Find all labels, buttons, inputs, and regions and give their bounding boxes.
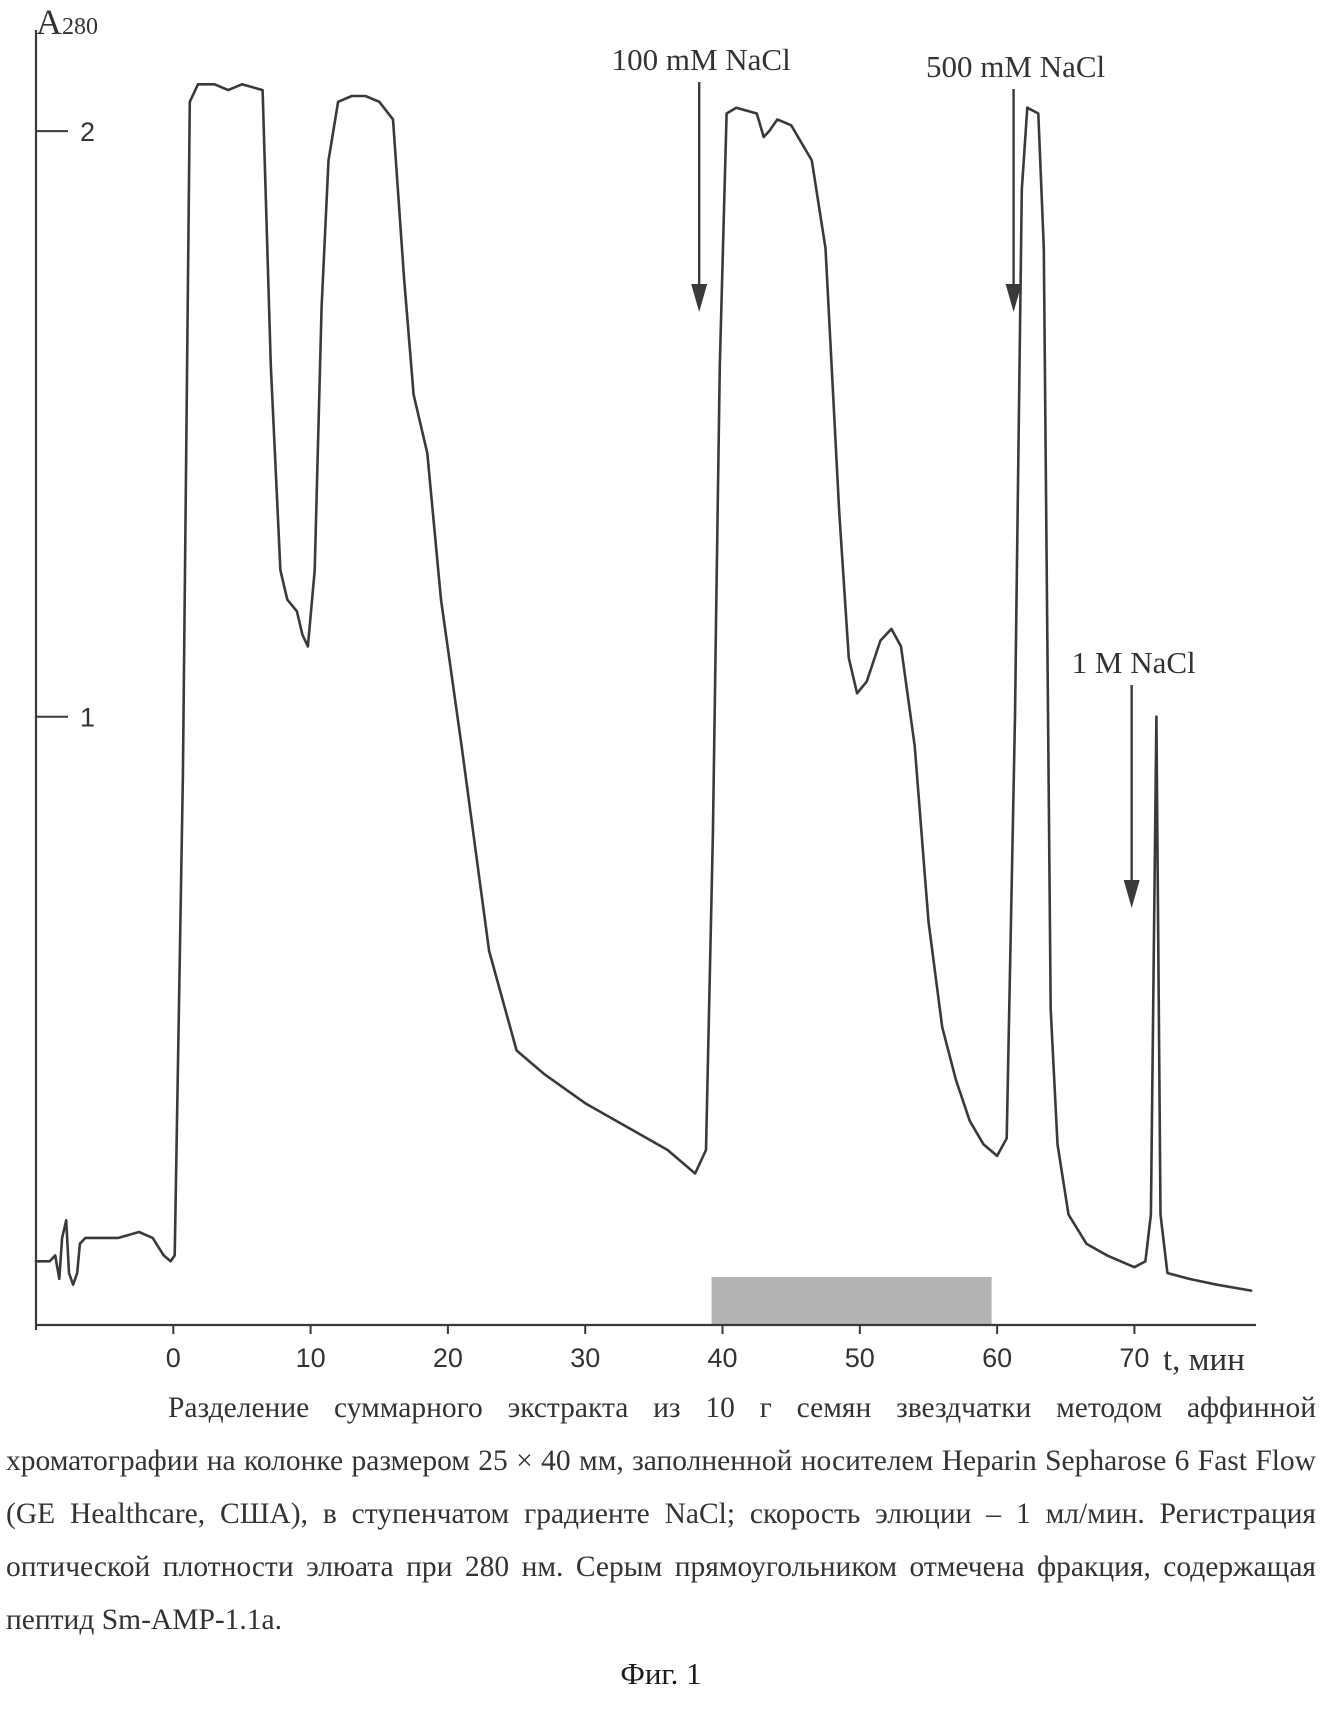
- axes-layer: 0 10 20 30 40 50 60 70 1 2 A280 t, мин: [36, 2, 1256, 1378]
- x-tick-label: 20: [433, 1343, 463, 1373]
- nacl-step-arrow-head: [1124, 880, 1140, 908]
- x-tick-label: 40: [707, 1343, 737, 1373]
- x-tick-label: 60: [982, 1343, 1012, 1373]
- figure-caption: Разделение суммарного экстракта из 10 г …: [6, 1382, 1316, 1647]
- annotation-layer: 100 mM NaCl 500 mM NaCl 1 M NaCl: [612, 42, 1196, 908]
- x-axis-label: t, мин: [1163, 1342, 1245, 1378]
- a280-trace-line: [36, 84, 1251, 1290]
- y-tick-label: 1: [80, 703, 95, 733]
- nacl-step-label: 1 M NaCl: [1072, 645, 1196, 680]
- y-tick-label: 2: [80, 117, 95, 147]
- fraction-highlight: [712, 1277, 992, 1325]
- x-tick-label: 10: [296, 1343, 326, 1373]
- chromatogram-chart: 0 10 20 30 40 50 60 70 1 2 A280 t, мин 100 mM NaCl 5…: [0, 0, 1322, 1420]
- x-tick-label: 0: [166, 1343, 181, 1373]
- fraction-highlight-layer: [712, 1277, 992, 1325]
- x-tick-label: 30: [570, 1343, 600, 1373]
- x-tick-label: 70: [1119, 1343, 1149, 1373]
- x-tick-label: 50: [845, 1343, 875, 1373]
- figure-label: Фиг. 1: [0, 1656, 1322, 1692]
- nacl-step-label: 500 mM NaCl: [926, 49, 1105, 84]
- series-layer: [36, 84, 1251, 1290]
- nacl-step-arrow-head: [691, 284, 707, 312]
- nacl-step-label: 100 mM NaCl: [612, 42, 791, 77]
- y-axis-label: A: [36, 2, 62, 42]
- y-axis-label-subscript: 280: [62, 14, 98, 40]
